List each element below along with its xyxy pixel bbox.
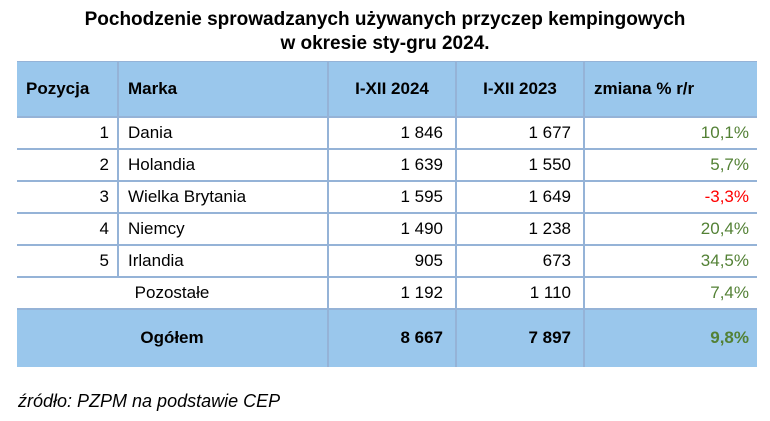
- table-row: 5 Irlandia 905 673 34,5%: [17, 243, 757, 278]
- value-2024-cell: 1 639: [327, 147, 457, 182]
- value-2024-cell: 905: [327, 243, 457, 278]
- table-row-total: Ogółem 8 667 7 897 9,8%: [17, 307, 757, 367]
- value-2023-cell: 1 110: [455, 275, 585, 310]
- origin-table: Pozycja Marka I-XII 2024 I-XII 2023 zmia…: [17, 61, 757, 367]
- value-2023-cell: 1 677: [455, 115, 585, 150]
- col-header-marka: Marka: [117, 61, 329, 118]
- position-cell: 4: [17, 211, 119, 246]
- total-2024-cell: 8 667: [327, 307, 457, 367]
- col-header-2023: I-XII 2023: [455, 61, 585, 118]
- value-2024-cell: 1 490: [327, 211, 457, 246]
- total-2023-cell: 7 897: [455, 307, 585, 367]
- col-header-2024: I-XII 2024: [327, 61, 457, 118]
- table-row: 4 Niemcy 1 490 1 238 20,4%: [17, 211, 757, 246]
- total-change-cell: 9,8%: [583, 307, 757, 367]
- value-2024-cell: 1 192: [327, 275, 457, 310]
- change-cell: 10,1%: [583, 115, 757, 150]
- position-cell: 3: [17, 179, 119, 214]
- title-line-2: w okresie sty-gru 2024.: [280, 33, 490, 54]
- position-cell: 2: [17, 147, 119, 182]
- header-row: Pozycja Marka I-XII 2024 I-XII 2023 zmia…: [17, 61, 757, 118]
- col-header-pozycja: Pozycja: [17, 61, 119, 118]
- value-2023-cell: 1 238: [455, 211, 585, 246]
- title-line-1: Pochodzenie sprowadzanych używanych przy…: [84, 9, 686, 30]
- position-cell: 5: [17, 243, 119, 278]
- value-2023-cell: 1 649: [455, 179, 585, 214]
- change-cell: 5,7%: [583, 147, 757, 182]
- marka-cell: Dania: [117, 115, 329, 150]
- table-row-pozostale: Pozostałe 1 192 1 110 7,4%: [17, 275, 757, 310]
- source-note: źródło: PZPM na podstawie CEP: [18, 391, 281, 411]
- value-2023-cell: 1 550: [455, 147, 585, 182]
- change-cell: 34,5%: [583, 243, 757, 278]
- table-row: 2 Holandia 1 639 1 550 5,7%: [17, 147, 757, 182]
- chart-title: Pochodzenie sprowadzanych używanych przy…: [0, 8, 770, 56]
- value-2024-cell: 1 846: [327, 115, 457, 150]
- marka-cell: Irlandia: [117, 243, 329, 278]
- col-header-zmiana: zmiana % r/r: [583, 61, 757, 118]
- value-2024-cell: 1 595: [327, 179, 457, 214]
- marka-cell: Pozostałe: [17, 275, 329, 310]
- position-cell: 1: [17, 115, 119, 150]
- table-row: 3 Wielka Brytania 1 595 1 649 -3,3%: [17, 179, 757, 214]
- change-cell: 7,4%: [583, 275, 757, 310]
- marka-cell: Holandia: [117, 147, 329, 182]
- table-row: 1 Dania 1 846 1 677 10,1%: [17, 115, 757, 150]
- value-2023-cell: 673: [455, 243, 585, 278]
- total-label-cell: Ogółem: [17, 307, 329, 367]
- marka-cell: Wielka Brytania: [117, 179, 329, 214]
- origin-table-wrapper: Pozycja Marka I-XII 2024 I-XII 2023 zmia…: [17, 61, 757, 367]
- change-cell: 20,4%: [583, 211, 757, 246]
- marka-cell: Niemcy: [117, 211, 329, 246]
- change-cell: -3,3%: [583, 179, 757, 214]
